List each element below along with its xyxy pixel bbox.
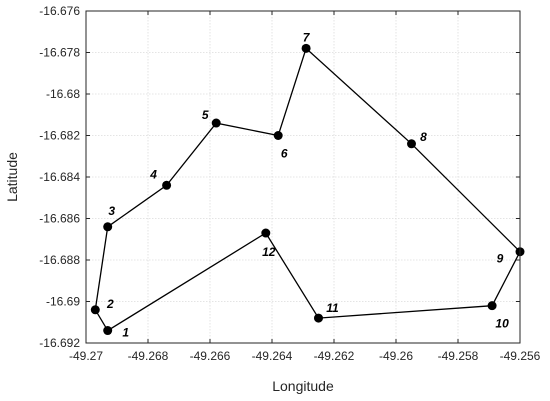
y-tick-label: -16.676 [39,4,80,18]
x-tick-label: -49.256 [500,349,541,363]
x-tick-label: -49.26 [379,349,413,363]
x-tick-label: -49.258 [438,349,479,363]
y-tick-label: -16.678 [39,46,80,60]
route-point-6 [273,131,283,140]
y-tick-labels: -16.676 -16.678 -16.68 -16.682 -16.684 -16.68… [39,4,80,350]
point-label-7: 7 [303,30,311,44]
point-label-10: 10 [495,317,509,331]
y-tick-label: -16.684 [39,170,80,184]
route-point-3 [103,222,113,232]
point-label-3: 3 [108,204,115,218]
point-label-5: 5 [202,108,209,122]
x-tick-label: -49.262 [314,349,355,363]
route-point-7 [301,43,311,53]
x-tick-label: -49.264 [252,349,293,363]
y-tick-label: -16.686 [39,212,80,226]
point-label-2: 2 [106,297,114,311]
route-point-4 [162,180,172,190]
route-layer [94,47,521,332]
route-point-2 [90,305,100,315]
y-axis-label: Latitude [4,152,20,202]
point-label-9: 9 [497,252,504,266]
point-label-4: 4 [149,167,157,181]
y-tick-label: -16.688 [39,253,80,267]
route-point-1 [103,326,113,336]
route-point-5 [211,118,221,128]
axis-ticks [85,10,521,344]
route-point-8 [407,139,416,149]
route-point-11 [314,313,323,323]
route-line [94,47,521,332]
markers [90,43,525,336]
point-label-12: 12 [262,245,276,259]
x-tick-labels: -49.27 -49.268 -49.266 -49.264 -49.262 -49.26… [69,349,541,363]
point-label-1: 1 [122,326,129,340]
route-point-12 [261,228,271,238]
y-tick-label: -16.682 [39,129,80,143]
x-tick-label: -49.27 [69,349,103,363]
x-tick-label: -49.268 [128,349,169,363]
x-axis-label: Longitude [272,378,334,394]
y-tick-label: -16.69 [46,295,80,309]
x-tick-label: -49.266 [190,349,231,363]
point-label-6: 6 [281,147,288,161]
y-tick-label: -16.692 [39,336,80,350]
point-label-8: 8 [420,130,427,144]
point-label-11: 11 [326,301,339,315]
y-tick-label: -16.68 [46,87,80,101]
route-point-10 [487,301,497,311]
